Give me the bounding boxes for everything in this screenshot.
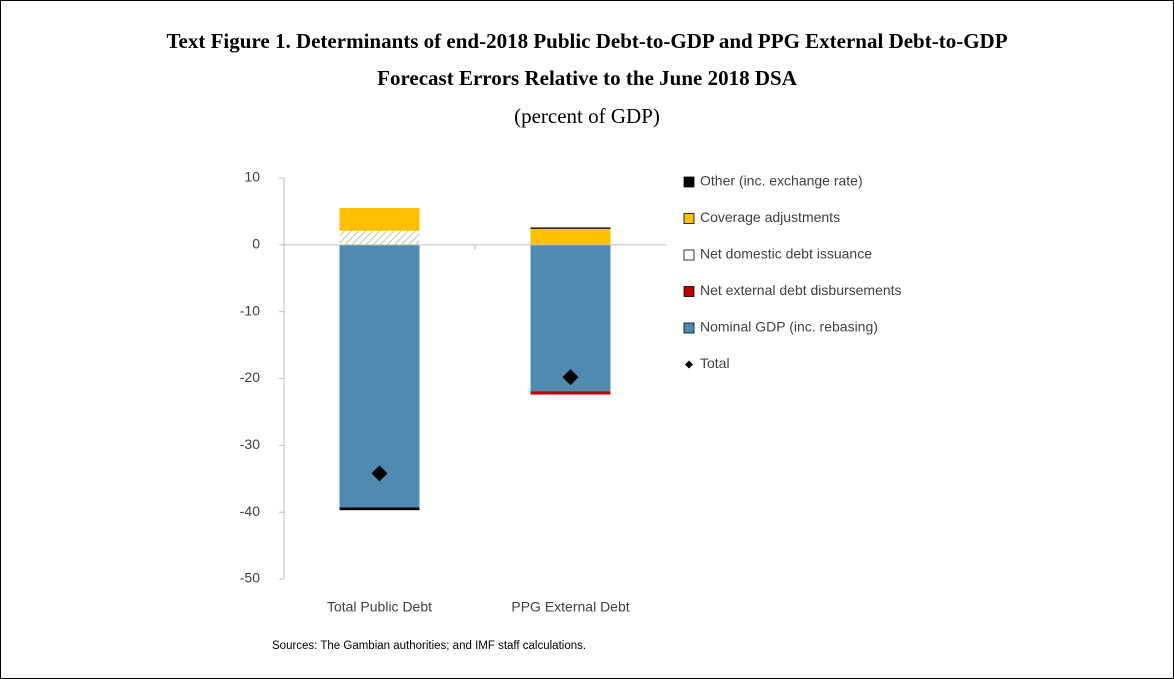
bar-segment bbox=[530, 391, 611, 395]
chart-subtitle: (percent of GDP) bbox=[514, 104, 660, 128]
y-tick-label: -10 bbox=[240, 302, 260, 318]
chart-title: Text Figure 1. Determinants of end-2018 … bbox=[166, 29, 1007, 53]
legend-swatch bbox=[685, 360, 693, 369]
legend-label: Net domestic debt issuance bbox=[700, 246, 872, 262]
bar-segment bbox=[339, 230, 420, 245]
bar-segment bbox=[530, 228, 611, 245]
y-tick-label: 0 bbox=[252, 236, 260, 252]
legend-label: Other (inc. exchange rate) bbox=[700, 173, 863, 189]
legend-label: Nominal GDP (inc. rebasing) bbox=[700, 319, 878, 335]
bar-segment bbox=[339, 244, 420, 508]
y-tick-label: 10 bbox=[244, 169, 260, 185]
total-marker bbox=[562, 369, 579, 386]
x-tick-label: PPG External Debt bbox=[511, 599, 629, 615]
bar-segment bbox=[530, 227, 611, 229]
chart-title: Forecast Errors Relative to the June 201… bbox=[377, 66, 798, 90]
bar-segment bbox=[339, 208, 420, 231]
bar-segment bbox=[339, 507, 420, 511]
y-tick-label: -40 bbox=[240, 503, 260, 519]
legend-swatch bbox=[683, 249, 695, 261]
legend-swatch bbox=[683, 176, 695, 188]
bar-segment bbox=[530, 244, 611, 392]
x-tick-label: Total Public Debt bbox=[327, 599, 432, 615]
y-tick-label: -20 bbox=[240, 369, 260, 385]
total-marker bbox=[371, 465, 388, 482]
source-note: Sources: The Gambian authorities; and IM… bbox=[272, 640, 586, 652]
legend-swatch bbox=[683, 286, 695, 297]
legend-label: Total bbox=[700, 355, 730, 371]
legend-swatch bbox=[683, 322, 695, 334]
legend-label: Net external debt disbursements bbox=[700, 282, 902, 298]
legend-label: Coverage adjustments bbox=[700, 209, 840, 225]
y-tick-label: -50 bbox=[240, 570, 260, 586]
legend-swatch bbox=[683, 213, 695, 224]
y-tick-label: -30 bbox=[240, 436, 260, 452]
